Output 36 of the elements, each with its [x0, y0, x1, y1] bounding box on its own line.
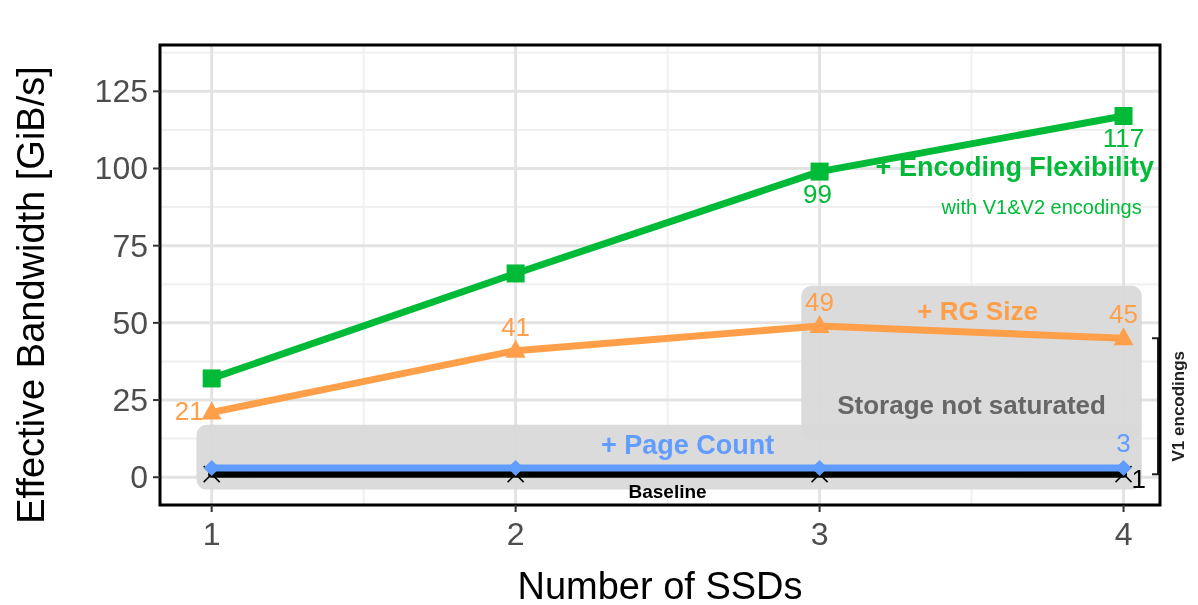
data-label: 117: [1102, 123, 1145, 154]
data-label: 1: [1131, 464, 1146, 495]
series-label: + RG Size: [917, 295, 1038, 326]
point: [810, 162, 829, 181]
point: [809, 314, 830, 333]
x-tick-label: 2: [506, 516, 525, 552]
annotation: with V1&V2 encodings: [940, 195, 1142, 218]
data-label: 41: [501, 311, 531, 342]
data-label: 21: [174, 396, 204, 427]
point: [506, 264, 525, 283]
data-label: 3: [1116, 427, 1131, 458]
point: [201, 401, 222, 420]
x-tick-label: 4: [1114, 516, 1133, 552]
x-axis-title: Number of SSDs: [517, 565, 803, 605]
point: [1113, 327, 1134, 346]
series-label: Baseline: [628, 481, 707, 503]
y-tick-label: 75: [112, 227, 148, 264]
annotation: Storage not saturated: [837, 389, 1106, 420]
x-tick-label: 1: [202, 516, 221, 552]
y-tick-label: 25: [112, 382, 148, 419]
text: V1 encodings: [1169, 350, 1188, 462]
y-tick-label: 0: [130, 459, 148, 496]
data-label: 99: [803, 178, 833, 209]
y-axis-title: Effective Bandwidth [GiB/s]: [10, 66, 52, 524]
data-label: 45: [1109, 299, 1138, 330]
y-tick-label: 125: [94, 73, 148, 110]
point: [202, 369, 221, 388]
series-label: + Page Count: [600, 429, 775, 460]
point: [202, 465, 221, 483]
data-label: 49: [805, 286, 835, 317]
x-tick-label: 3: [810, 516, 829, 552]
point: [1114, 465, 1133, 483]
point: [505, 339, 526, 358]
point: [1114, 107, 1133, 126]
y-tick-label: 100: [94, 150, 148, 187]
y-tick-label: 50: [112, 304, 148, 341]
